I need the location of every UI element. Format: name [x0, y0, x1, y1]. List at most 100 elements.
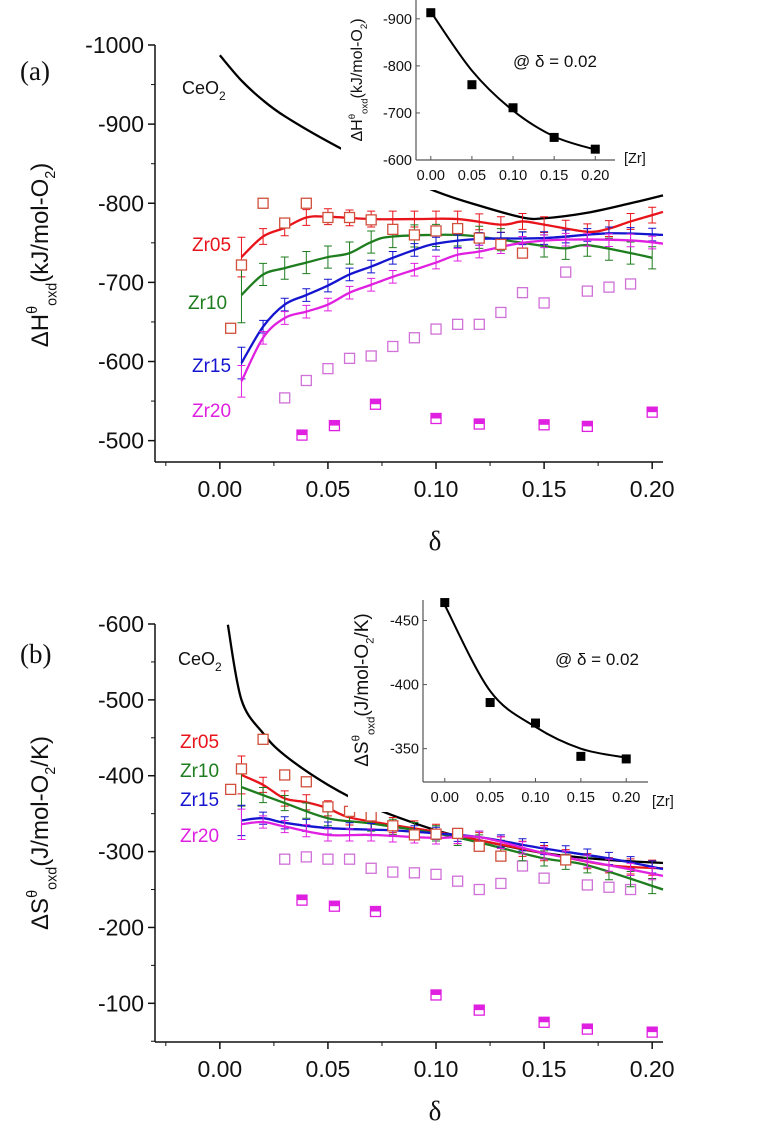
x-tick-label: 0.15 — [522, 1056, 567, 1082]
ylabel-part: 2 — [359, 24, 370, 29]
error-bar — [259, 262, 268, 287]
open-square-red — [451, 827, 464, 840]
error-bar — [388, 251, 397, 265]
open-square-red — [430, 225, 442, 237]
open-square-magenta — [365, 350, 377, 362]
open-square-red — [365, 810, 377, 822]
error-bar — [540, 234, 549, 249]
inset-data-point — [440, 598, 450, 608]
error-bar — [302, 288, 311, 302]
label-main: CeO — [182, 78, 219, 98]
open-square-red — [257, 733, 269, 745]
half-filled-square-magenta-fill — [329, 420, 340, 426]
inset-x-tick-label: 0.05 — [476, 790, 504, 806]
series-line-Zr15 — [240, 232, 664, 364]
y-tick-label: -800 — [98, 190, 144, 216]
error-bar — [518, 841, 527, 855]
error-bar — [453, 234, 462, 249]
ylabel-part: 2 — [365, 638, 377, 644]
error-bar — [280, 297, 289, 312]
open-square-red — [225, 322, 237, 334]
y-axis-label: ΔSθoxd(J/mol-O2/K) — [25, 736, 60, 930]
x-tick-label: 0.20 — [630, 476, 675, 502]
panel-b: 0.00 0.05 0.10 0.15 0.20 -600 -500 -400 -300 -200… — [20, 598, 675, 1126]
open-square-red — [235, 259, 248, 271]
error-bar — [302, 304, 311, 319]
open-square-red — [387, 820, 399, 832]
open-square-magenta — [322, 362, 334, 375]
error-bar — [302, 251, 311, 275]
inset-annotation: @ δ = 0.02 — [513, 52, 597, 71]
half-filled-square-magenta-fill — [647, 407, 658, 413]
error-bar — [604, 858, 613, 872]
y-tick-label: -1000 — [85, 32, 144, 58]
open-square-red — [408, 229, 421, 241]
inset-data-point — [590, 144, 600, 154]
error-bar — [367, 828, 376, 842]
series-label-Zr05: Zr05 — [180, 732, 219, 753]
error-bar — [583, 854, 592, 868]
ylabel-part: oxd — [44, 283, 60, 306]
panel-label: (b) — [20, 639, 51, 669]
error-bar — [323, 828, 332, 842]
open-square-red — [516, 247, 529, 259]
half-filled-square-magenta-fill — [370, 399, 381, 405]
error-bar — [410, 243, 419, 257]
error-bar — [280, 794, 289, 812]
error-bar — [432, 236, 441, 251]
open-square-magenta — [343, 853, 356, 865]
inset-y-axis-label: ΔSθoxd(J/mol-O2/K) — [350, 613, 377, 767]
inset-x-tick-label: 0.15 — [567, 790, 595, 806]
y-tick-label: -600 — [98, 611, 144, 637]
label-sub: 2 — [215, 660, 222, 674]
ylabel-part: θ — [347, 114, 358, 119]
inset-background — [348, 600, 653, 812]
open-square-magenta — [300, 851, 312, 863]
error-bar — [648, 235, 657, 250]
series-label-Zr20: Zr20 — [192, 401, 231, 422]
open-square-magenta — [516, 860, 529, 872]
open-square-red — [343, 211, 356, 224]
panel-label: (a) — [20, 56, 50, 86]
inset-x-tick-label: 0.20 — [581, 168, 609, 184]
series-line-CeO2 — [218, 54, 664, 221]
x-axis-label: δ — [429, 1096, 442, 1126]
inset-y-tick-label: -800 — [383, 59, 412, 75]
error-bar — [648, 867, 657, 881]
error-bar — [367, 259, 376, 274]
open-square-magenta — [387, 866, 399, 878]
x-axis-label: δ — [429, 526, 442, 556]
series-label-CeO2: CeO2 — [178, 649, 222, 674]
error-bar — [259, 815, 268, 829]
series-label-CeO2: CeO2 — [182, 78, 226, 103]
error-bar — [367, 230, 376, 254]
open-square-magenta — [408, 332, 421, 344]
series-label-Zr05: Zr05 — [192, 235, 231, 256]
error-bar — [280, 819, 289, 834]
x-tick-label: 0.15 — [522, 476, 567, 502]
ylabel-part: ΔS — [27, 898, 54, 930]
half-filled-square-magenta-fill — [296, 895, 307, 901]
open-square-magenta — [603, 881, 615, 893]
inset-x-tick-label: 0.15 — [540, 168, 568, 184]
inset-data-point — [426, 8, 436, 18]
series-line-Zr20 — [240, 238, 664, 382]
error-bar — [302, 802, 311, 819]
label-main: CeO — [178, 649, 215, 669]
error-bar — [367, 277, 376, 292]
open-square-magenta — [495, 306, 507, 319]
x-tick-label: 0.00 — [197, 1056, 242, 1082]
y-tick-label: -700 — [98, 269, 144, 295]
ylabel-part: θ — [350, 735, 362, 741]
open-square-magenta — [300, 374, 312, 387]
ylabel-part: ) — [349, 18, 366, 23]
error-bar — [475, 244, 484, 259]
ylabel-part: oxd — [366, 717, 378, 735]
error-bar — [323, 278, 332, 293]
open-square-red — [235, 763, 248, 775]
open-square-red — [560, 854, 572, 866]
x-tick-label: 0.00 — [197, 476, 242, 502]
open-square-red — [473, 232, 485, 244]
open-square-red — [387, 223, 399, 236]
inset-x-tick-label: 0.00 — [431, 790, 459, 806]
